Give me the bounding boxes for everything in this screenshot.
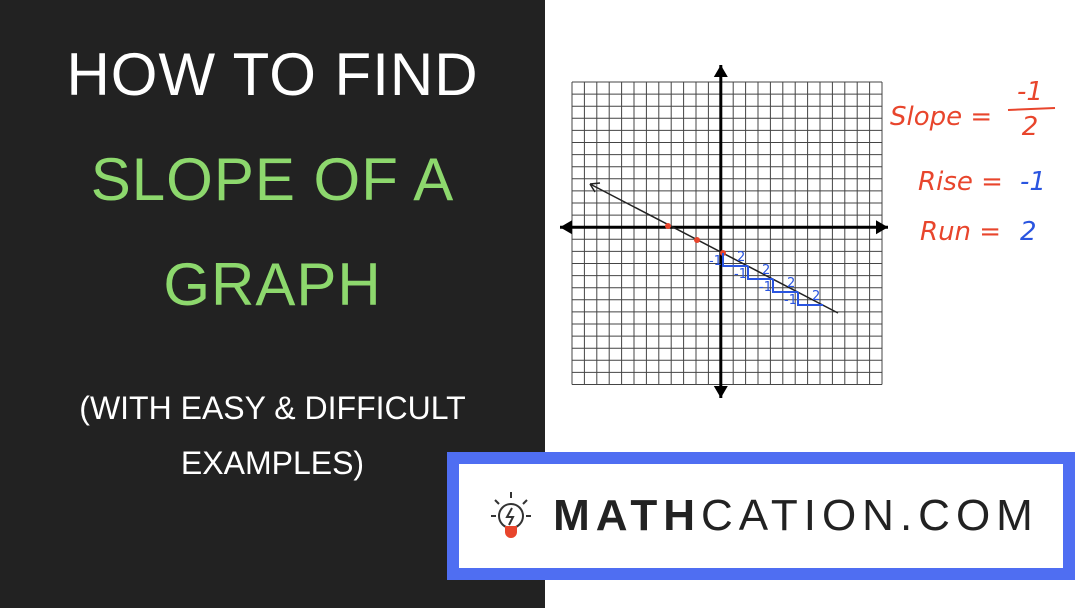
step-triangle [722, 253, 748, 267]
title-line: GRAPH [163, 251, 382, 318]
title-line: HOW TO FIND [66, 41, 479, 108]
rise-label: Rise = [918, 167, 1003, 197]
run-value: 2 [1020, 217, 1037, 247]
point [665, 223, 671, 229]
step-triangle [772, 279, 798, 293]
step-triangle [747, 266, 773, 280]
arrow [589, 182, 601, 193]
slope-denominator: 2 [1022, 112, 1039, 142]
logo-bold: MATH [553, 491, 701, 540]
step-triangle [797, 292, 823, 306]
step-run: 2 [787, 276, 795, 291]
title-line: SLOPE OF A [90, 146, 455, 213]
graph-area: -1 2 -1 2 -1 2 -1 2 Slope = -1 2 Rise = -1 Run … [560, 65, 1056, 398]
subtitle-line: EXAMPLES) [180, 445, 365, 481]
step-run: 2 [812, 289, 820, 304]
left-panel: HOW TO FIND SLOPE OF A GRAPH (WITH EASY … [0, 0, 545, 608]
grid: -1 2 -1 2 -1 2 -1 2 [560, 65, 888, 398]
step-rise: -1 [784, 293, 797, 308]
fraction-bar [1007, 107, 1056, 111]
logo-rest: CATION.COM [700, 491, 1039, 540]
rise-value: -1 [1020, 167, 1046, 197]
step-rise: -1 [759, 280, 772, 295]
run-label: Run = [920, 217, 1001, 247]
point [694, 237, 700, 243]
step-rise: -1 [709, 254, 722, 269]
subtitle-line: (WITH EASY & DIFFICULT [79, 390, 466, 426]
slope-label: Slope = [890, 102, 992, 132]
step-run: 2 [762, 263, 770, 278]
slope-numerator: -1 [1017, 77, 1043, 107]
step-rise: -1 [734, 267, 747, 282]
bulb-icon [491, 492, 532, 538]
step-run: 2 [737, 250, 745, 265]
logo-box: MATH CATION.COM [447, 452, 1075, 580]
